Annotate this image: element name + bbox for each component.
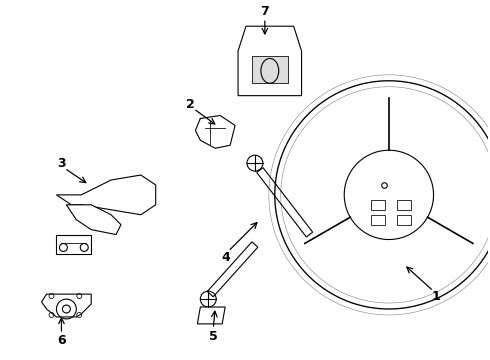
Text: 6: 6 xyxy=(57,334,66,347)
Polygon shape xyxy=(197,307,225,324)
Bar xyxy=(371,215,385,225)
Text: 5: 5 xyxy=(209,330,218,343)
Polygon shape xyxy=(238,26,301,96)
Text: 4: 4 xyxy=(222,251,230,264)
Text: 3: 3 xyxy=(57,157,66,170)
Polygon shape xyxy=(56,175,156,215)
Bar xyxy=(371,200,385,210)
Text: 2: 2 xyxy=(186,98,195,111)
Polygon shape xyxy=(252,56,288,83)
Polygon shape xyxy=(42,294,91,317)
Text: 1: 1 xyxy=(431,289,440,303)
Polygon shape xyxy=(66,205,121,235)
Bar xyxy=(397,200,411,210)
Bar xyxy=(397,215,411,225)
Text: 7: 7 xyxy=(261,5,269,18)
Polygon shape xyxy=(257,168,313,237)
Polygon shape xyxy=(207,242,258,297)
Polygon shape xyxy=(56,235,91,255)
